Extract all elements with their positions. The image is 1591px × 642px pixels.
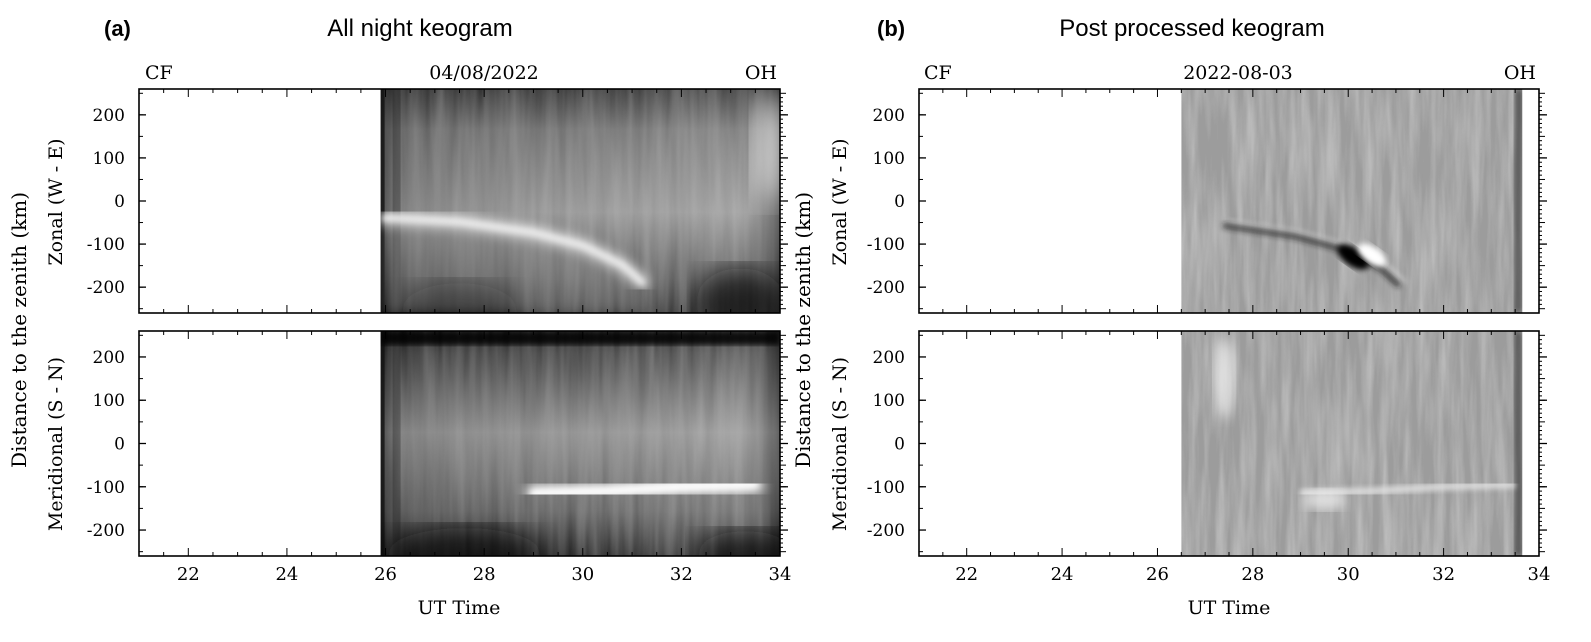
y-tick-label: 0	[894, 192, 905, 212]
y-tick-label: 0	[894, 435, 905, 455]
x-tick-label: 28	[473, 564, 496, 585]
panel-b-zonal-plot: 200 100 0 -100 -200	[867, 88, 1547, 314]
filtered-keogram-image	[1181, 331, 1523, 556]
x-tick-label: 24	[1051, 564, 1074, 585]
panel-a-xlabel: UT Time	[418, 597, 501, 619]
y-tick-label: -200	[867, 278, 905, 298]
keogram-image	[380, 89, 780, 313]
panel-b-letter: (b)	[877, 16, 905, 41]
panel-a-left-label: CF	[145, 62, 173, 84]
y-axis-label-main-b: Distance to the zenith (km)	[791, 192, 815, 468]
panel-b-center-label: 2022-08-03	[1183, 62, 1293, 84]
y-tick-label: 100	[873, 149, 905, 169]
y-tick-label: -100	[87, 235, 125, 255]
panel-b-zonal-ylabel: Zonal (W - E)	[829, 138, 851, 265]
panel-a-zonal-plot: 200 100 0 -100 -200	[87, 88, 788, 314]
x-tick-label: 34	[1528, 564, 1551, 585]
y-axis-label-main: Distance to the zenith (km)	[7, 192, 31, 468]
y-tick-label: 200	[873, 106, 905, 126]
x-tick-label: 32	[670, 564, 693, 585]
y-tick-label: 100	[873, 391, 905, 411]
x-tick-label: 30	[1337, 564, 1360, 585]
y-tick-label: 200	[93, 106, 125, 126]
filtered-keogram-image	[1181, 89, 1523, 313]
y-tick-label: -100	[87, 478, 125, 498]
y-tick-label: -200	[87, 278, 125, 298]
panel-b-xlabel: UT Time	[1188, 597, 1271, 619]
y-tick-label: 0	[114, 435, 125, 455]
y-tick-label: 200	[873, 348, 905, 368]
x-tick-label: 34	[769, 564, 792, 585]
panel-b-title: Post processed keogram	[1059, 15, 1324, 42]
panel-a-right-label: OH	[745, 62, 777, 84]
y-tick-label: -200	[87, 521, 125, 541]
panel-a-zonal-ylabel: Zonal (W - E)	[45, 138, 67, 265]
y-tick-label: 200	[93, 348, 125, 368]
panel-a-center-label: 04/08/2022	[429, 62, 539, 84]
y-tick-label: 0	[114, 192, 125, 212]
panel-b-meridional-ylabel: Meridional (S - N)	[829, 357, 851, 531]
x-tick-label: 22	[177, 564, 200, 585]
y-tick-label: 100	[93, 149, 125, 169]
y-tick-label: -100	[867, 235, 905, 255]
panel-a: (a) All night keogram CF 04/08/2022 OH 2…	[7, 15, 792, 619]
x-tick-label: 24	[275, 564, 298, 585]
panel-a-meridional-plot: 200 100 0 -100 -200 22 24 26 28 30 32 34	[87, 330, 792, 585]
x-tick-label: 32	[1432, 564, 1455, 585]
panel-b-meridional-plot: 200 100 0 -100 -200 22 24 26 28 30 32 34	[867, 330, 1551, 585]
x-tick-label: 26	[374, 564, 397, 585]
x-tick-label: 22	[955, 564, 978, 585]
panel-a-title: All night keogram	[327, 15, 512, 42]
y-tick-label: -100	[867, 478, 905, 498]
x-tick-label: 30	[571, 564, 594, 585]
y-tick-label: 100	[93, 391, 125, 411]
panel-a-meridional-ylabel: Meridional (S - N)	[45, 357, 67, 531]
panel-a-letter: (a)	[104, 16, 131, 41]
panel-b-left-label: CF	[924, 62, 952, 84]
panel-b: (b) Post processed keogram CF 2022-08-03…	[791, 15, 1550, 619]
keogram-image	[380, 331, 780, 556]
x-tick-label: 26	[1146, 564, 1169, 585]
y-tick-label: -200	[867, 521, 905, 541]
x-tick-label: 28	[1241, 564, 1264, 585]
panel-b-right-label: OH	[1504, 62, 1536, 84]
